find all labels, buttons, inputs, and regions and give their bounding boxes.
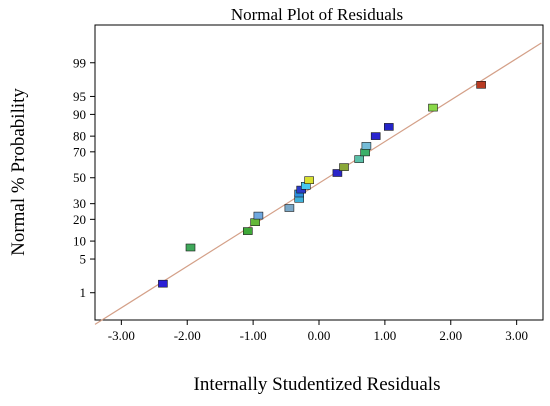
reference-line-layer (94, 42, 542, 325)
x-axis-title: Internally Studentized Residuals (194, 374, 441, 395)
y-tick-label: 99 (73, 55, 86, 70)
y-tick-label: 30 (73, 196, 86, 211)
data-point (370, 132, 381, 140)
data-point (304, 176, 314, 184)
y-tick-label: 20 (73, 212, 86, 227)
x-tick-label: 3.00 (505, 328, 528, 343)
data-point (361, 142, 372, 150)
data-point (158, 279, 168, 288)
chart-title: Normal Plot of Residuals (231, 5, 403, 24)
data-points (158, 81, 486, 288)
data-point (250, 218, 260, 226)
y-tick-label: 5 (80, 252, 87, 267)
data-point (383, 123, 394, 131)
y-tick-label: 80 (73, 129, 86, 144)
plot-area-frame (94, 24, 544, 321)
data-point (332, 169, 343, 177)
y-tick-label: 50 (73, 170, 86, 185)
y-tick-label: 70 (73, 144, 86, 159)
data-point (339, 163, 349, 171)
y-tick-label: 90 (73, 107, 86, 122)
reference-line (94, 42, 542, 325)
x-tick-label: -1.00 (240, 328, 267, 343)
x-tick-label: -2.00 (174, 328, 201, 343)
y-axis-title: Normal % Probability (8, 88, 29, 256)
data-point (253, 211, 264, 220)
data-point (476, 81, 486, 89)
x-tick-label: -3.00 (108, 328, 135, 343)
data-point (354, 155, 365, 163)
x-tick-label: 1.00 (374, 328, 397, 343)
data-point (360, 148, 370, 157)
data-point (185, 243, 196, 252)
data-point (284, 204, 295, 212)
y-tick-label: 1 (80, 285, 87, 300)
y-tick-label: 10 (73, 234, 86, 249)
data-point (428, 103, 438, 112)
x-tick-label: 2.00 (439, 328, 462, 343)
data-point (243, 227, 253, 235)
x-axis-ticks: -3.00 -2.00 -1.00 0.00 1.00 2.00 3.00 (108, 320, 528, 343)
y-tick-label: 95 (73, 89, 86, 104)
x-tick-label: 0.00 (308, 328, 331, 343)
